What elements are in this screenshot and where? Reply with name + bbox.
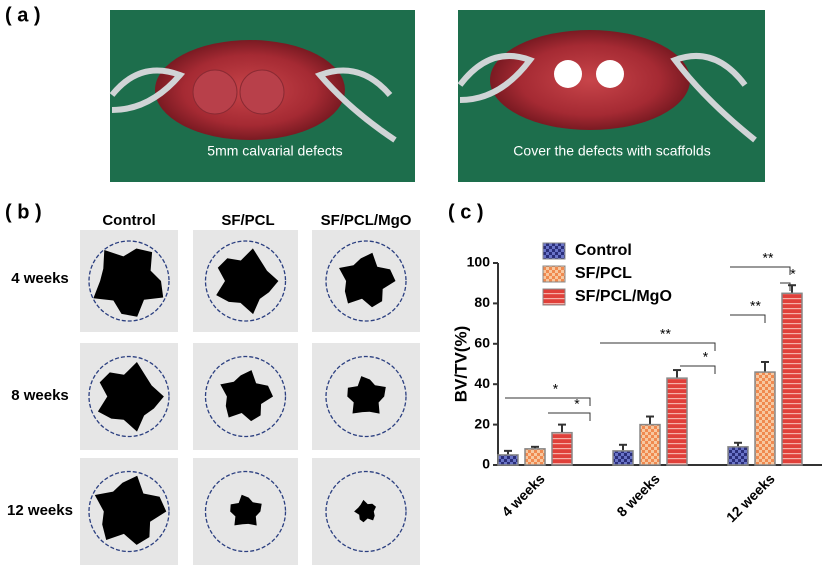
significance-bracket [730,314,766,323]
defect-outline [204,355,287,438]
significance-bracket [600,342,716,351]
legend-swatch [542,288,566,306]
defect-area [94,475,167,545]
photo-caption: 5mm calvarial defects [207,143,342,159]
panel-label: ( c ) [448,201,484,223]
y-axis-label: BV/TV(%) [451,326,470,403]
bar [727,446,749,466]
significance-bracket [730,266,791,275]
y-tick-label: 20 [474,415,490,431]
bar [781,292,803,466]
significance-bracket [680,365,716,374]
significance-label: ** [750,298,761,314]
row-label: 12 weeks [7,502,73,519]
bar [497,454,519,466]
defect-outline [325,355,407,438]
defect-outline [88,240,170,322]
significance-label: * [574,396,580,412]
legend-label: Control [575,242,632,259]
significance-bracket [780,282,791,291]
defect-outline [325,470,407,553]
defect-area [347,376,386,414]
defect-outline [325,240,407,322]
bar [754,371,776,466]
column-label: SF/PCL/MgO [321,212,412,229]
legend-swatch [542,242,566,260]
x-tick-label: 12 weeks [723,470,778,525]
significance-label: * [553,381,559,397]
x-tick-label: 4 weeks [498,470,547,519]
row-label: 4 weeks [11,270,69,287]
bar [666,377,688,466]
defect-area [339,252,396,308]
surgery-photo: 5mm calvarial defects [109,10,415,182]
panel-label: ( a ) [5,4,41,26]
y-tick-label: 100 [467,254,491,270]
defect-outline [204,240,287,322]
column-label: Control [102,212,155,229]
defect-area [230,494,262,526]
row-label: 8 weeks [11,387,69,404]
significance-label: * [790,266,796,282]
defect-outline [88,355,170,438]
bar [612,450,634,466]
y-tick-label: 60 [474,335,490,351]
defect-area [93,248,164,317]
legend-swatch [542,265,566,283]
significance-label: * [703,349,709,365]
bar [524,448,546,466]
bar [551,431,573,466]
bar [639,423,661,466]
significance-bracket [505,397,591,406]
y-tick-label: 0 [482,456,490,472]
column-label: SF/PCL [221,212,274,229]
x-tick-label: 8 weeks [613,470,662,519]
defect-outline [88,470,170,553]
micro-ct-grid [80,230,420,565]
defect-area [354,499,376,523]
defect-area [220,370,273,422]
panel-label: ( b ) [5,201,42,223]
legend-label: SF/PCL/MgO [575,288,672,305]
y-tick-label: 40 [474,375,490,391]
photo-caption: Cover the defects with scaffolds [513,143,710,159]
defect-outline [204,470,287,553]
significance-bracket [548,412,591,421]
y-tick-label: 80 [474,294,490,310]
significance-label: ** [660,326,671,342]
significance-label: ** [763,250,774,266]
legend-label: SF/PCL [575,265,632,282]
defect-area [97,362,164,432]
defect-area [216,248,279,315]
surgery-photo: Cover the defects with scaffolds [457,10,765,182]
